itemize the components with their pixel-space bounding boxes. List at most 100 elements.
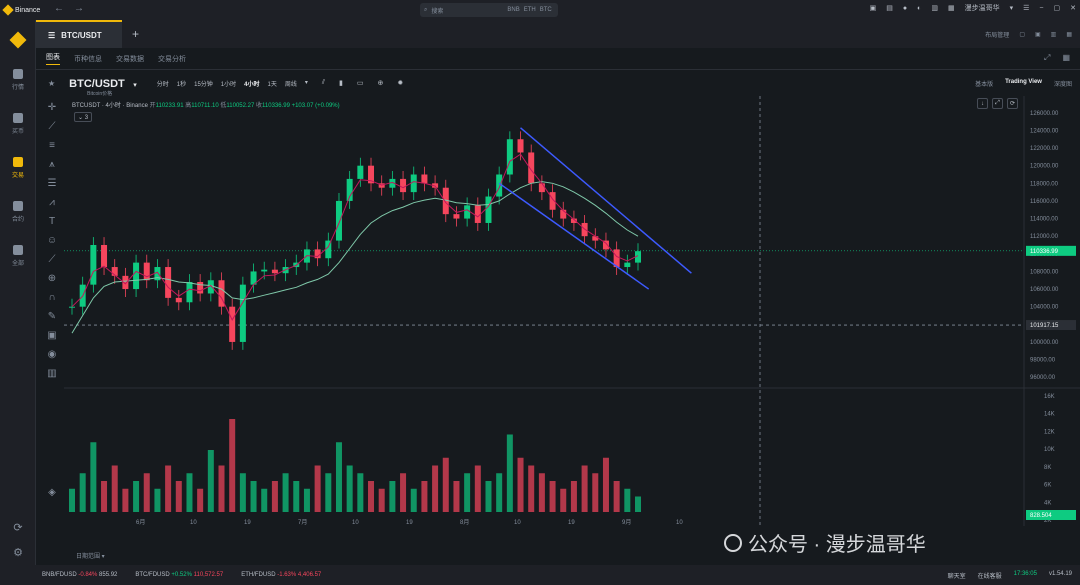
- bell-icon[interactable]: ●: [902, 4, 908, 12]
- view-basic[interactable]: 基本版: [975, 81, 994, 88]
- pitchfork-icon[interactable]: ⩚: [49, 159, 55, 170]
- grid-layout-icon[interactable]: ▦: [1062, 53, 1070, 62]
- ticker-bnb[interactable]: BNB/FDUSD -0.84% 855.92: [42, 572, 117, 578]
- screenshot-icon[interactable]: ▣: [869, 5, 877, 12]
- subtab-trade-data[interactable]: 交易数据: [116, 55, 144, 63]
- magnet-icon[interactable]: ∩: [48, 292, 56, 303]
- online-support-button[interactable]: 在线客服: [977, 573, 1002, 580]
- emoji-icon[interactable]: ☺: [46, 235, 58, 246]
- chart-area[interactable]: 126000.00 124000.00 122000.00 120000.00 1180…: [64, 96, 1080, 526]
- layout-icon-1[interactable]: ▢: [1019, 31, 1025, 38]
- candle-body: [90, 245, 97, 285]
- interval-1d[interactable]: 1天: [267, 81, 277, 88]
- refresh-icon[interactable]: ⟳: [1007, 98, 1018, 109]
- ticker-eth[interactable]: ETH/FDUSD -1.63% 4,406.57: [241, 572, 321, 578]
- crosshair-icon[interactable]: ✛: [47, 102, 57, 113]
- open-value: 110233.91: [155, 103, 184, 109]
- text-icon[interactable]: T: [48, 216, 56, 227]
- ma-fast-line: [71, 153, 639, 321]
- layout-icon-2[interactable]: ▣: [1034, 31, 1041, 38]
- x-tick-label: 6月: [136, 519, 145, 526]
- close-icon[interactable]: ✕: [1070, 5, 1076, 12]
- price-tick-label: 100000.00: [1030, 340, 1059, 346]
- volume-bar: [506, 434, 513, 512]
- add-tab-button[interactable]: +: [132, 27, 140, 41]
- fullscreen-icon[interactable]: ⤢: [992, 98, 1003, 109]
- search-tag-bnb[interactable]: BNB: [507, 7, 520, 13]
- high-value: 110711.10: [191, 103, 219, 109]
- chevron-down-icon[interactable]: ▾: [1009, 5, 1014, 12]
- star-icon[interactable]: ★: [48, 78, 56, 88]
- trash-icon[interactable]: ▥: [47, 368, 57, 379]
- user-menu[interactable]: 漫步温哥华: [964, 5, 1000, 12]
- price-chart[interactable]: 126000.00 124000.00 122000.00 120000.00 1180…: [64, 96, 1080, 526]
- symbol-dropdown-icon[interactable]: ▾: [133, 82, 137, 89]
- image-icon[interactable]: ▤: [886, 5, 893, 12]
- forward-arrow-icon[interactable]: →: [74, 3, 84, 14]
- add-icon[interactable]: ⊕: [377, 80, 384, 87]
- interval-time[interactable]: 分时: [156, 81, 169, 88]
- close-label: 收: [255, 103, 262, 109]
- sidebar-item-all[interactable]: 全部: [0, 234, 36, 278]
- fib-icon[interactable]: ☰: [47, 178, 57, 189]
- interval-1s[interactable]: 1秒: [176, 81, 187, 88]
- interval-dropdown-icon[interactable]: ▾: [304, 79, 308, 86]
- zoom-icon[interactable]: ⊕: [47, 273, 57, 284]
- search-tag-eth[interactable]: ETH: [523, 7, 536, 13]
- binance-logo-icon[interactable]: [9, 31, 26, 49]
- ticker-btc[interactable]: BTC/FDUSD +0.52% 110,572.57: [135, 572, 223, 578]
- pattern-icon[interactable]: ⩘: [49, 197, 55, 208]
- eye-icon[interactable]: ◉: [47, 349, 57, 360]
- volume-bar: [581, 465, 588, 512]
- back-arrow-icon[interactable]: ←: [54, 3, 64, 14]
- interval-1w[interactable]: 周线: [284, 81, 297, 88]
- layout-icon-4[interactable]: ▦: [1066, 31, 1072, 38]
- tab-btc-usdt[interactable]: ☰ BTC/USDT: [36, 20, 122, 48]
- pencil-lock-icon[interactable]: ✎: [47, 311, 57, 322]
- lock-icon[interactable]: ▣: [47, 330, 57, 341]
- snapshot-icon[interactable]: ▭: [356, 80, 364, 87]
- sidebar-item-buy[interactable]: 买币: [0, 102, 36, 146]
- symbol-title[interactable]: BTC/USDT: [69, 78, 125, 90]
- chat-button[interactable]: 聊天室: [947, 573, 966, 580]
- interval-1h[interactable]: 1小时: [220, 81, 237, 88]
- expand-icon[interactable]: ⤢: [1044, 53, 1051, 62]
- layout-icon-3[interactable]: ▥: [1050, 31, 1057, 38]
- interval-15m[interactable]: 15分钟: [194, 81, 213, 88]
- ticker-pair: BTC/FDUSD: [135, 572, 170, 578]
- candle-body: [368, 165, 375, 184]
- indicators-icon[interactable]: ⫽: [321, 79, 325, 86]
- volume-bar: [282, 473, 289, 512]
- window-menu-icon[interactable]: ☰: [1023, 5, 1030, 12]
- layout-manage-button[interactable]: 布局管理: [985, 32, 1010, 39]
- layers-icon[interactable]: ◈: [48, 487, 56, 498]
- view-depth[interactable]: 深度图: [1053, 81, 1072, 88]
- candle-body: [197, 282, 204, 294]
- subtab-coin-info[interactable]: 币种信息: [74, 55, 102, 63]
- wallet-icon[interactable]: ▥: [931, 5, 938, 12]
- search-tag-btc[interactable]: BTC: [539, 7, 552, 13]
- settings-icon[interactable]: ◐: [917, 4, 922, 12]
- sidebar-item-futures[interactable]: 合约: [0, 190, 36, 234]
- refresh-icon[interactable]: ⟳: [13, 522, 23, 534]
- indicator-toggle[interactable]: ⌄ 3: [74, 112, 93, 122]
- maximize-icon[interactable]: ▢: [1053, 5, 1061, 12]
- search-input[interactable]: ⌕ 搜索 BNB ETH BTC: [420, 3, 558, 17]
- candle-body: [133, 262, 140, 290]
- sidebar-item-market[interactable]: 行情: [0, 58, 36, 102]
- trend-line-icon[interactable]: ⟋: [48, 121, 56, 132]
- minimize-icon[interactable]: −: [1039, 4, 1044, 12]
- orders-icon[interactable]: ▦: [947, 5, 955, 12]
- subtab-trade-analysis[interactable]: 交易分析: [158, 55, 186, 63]
- candle-type-icon[interactable]: ▮: [338, 80, 343, 87]
- settings-icon[interactable]: ✹: [397, 80, 404, 87]
- ruler-icon[interactable]: ⟋: [48, 254, 56, 265]
- sidebar-item-trade[interactable]: 交易: [0, 146, 36, 190]
- parallel-channel-icon[interactable]: ≡: [49, 140, 55, 151]
- subtab-chart[interactable]: 图表: [46, 52, 60, 65]
- download-icon[interactable]: ↓: [977, 98, 988, 109]
- view-tradingview[interactable]: Trading View: [1005, 78, 1042, 85]
- gear-icon[interactable]: ⚙: [13, 547, 23, 559]
- interval-4h[interactable]: 4小时: [244, 81, 260, 88]
- date-range-button[interactable]: 日期范围 ▾: [76, 554, 105, 560]
